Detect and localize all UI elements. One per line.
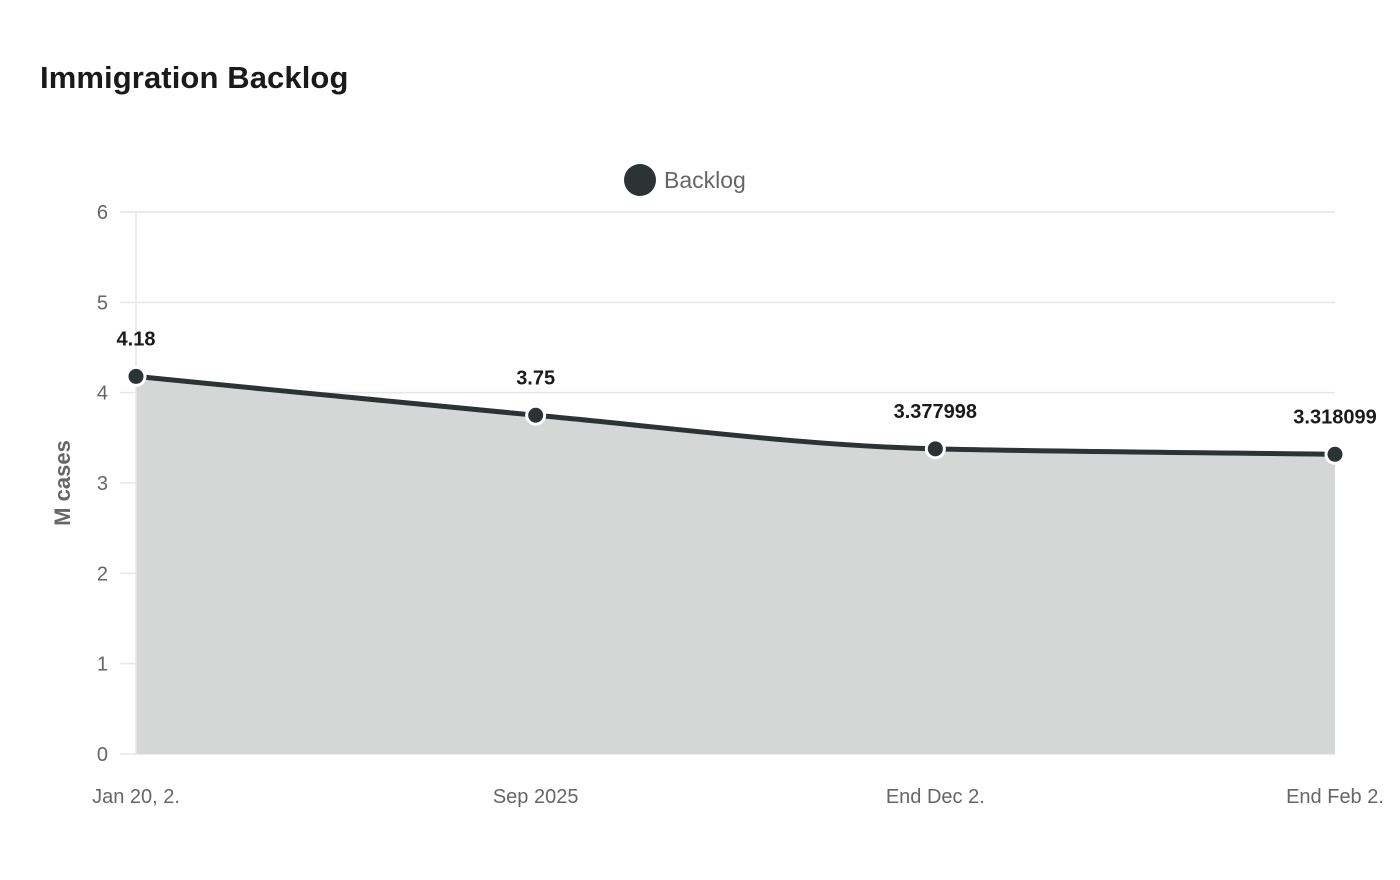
backlog-area-fill (136, 376, 1335, 754)
y-tick-label: 0 (97, 744, 108, 766)
legend-swatch (624, 164, 656, 196)
axes: 0 1 2 3 4 5 6 M cases Jan 20, 2. Sep 2025 End Dec … (50, 202, 1384, 808)
y-axis-title: M cases (50, 440, 75, 526)
data-point[interactable] (1324, 443, 1346, 465)
x-tick-label: End Dec 2. (886, 786, 985, 808)
backlog-series-line (133, 373, 1338, 457)
data-value-label: 4.18 (117, 328, 156, 350)
data-point[interactable] (525, 404, 547, 426)
y-tick-label: 1 (97, 654, 108, 676)
data-value-label: 3.318099 (1293, 406, 1376, 428)
data-value-label: 3.75 (516, 367, 555, 389)
y-tick-label: 6 (97, 202, 108, 224)
x-tick-label: End Feb 2. (1286, 786, 1384, 808)
y-tick-label: 3 (97, 473, 108, 495)
legend[interactable]: Backlog (624, 164, 746, 196)
data-markers (125, 365, 1346, 465)
y-tick-label: 2 (97, 563, 108, 585)
data-labels: 4.18 3.75 3.377998 3.318099 (117, 328, 1377, 428)
chart-title: Immigration Backlog (40, 60, 349, 95)
x-tick-label: Sep 2025 (493, 786, 579, 808)
data-value-label: 3.377998 (894, 401, 977, 423)
y-tick-label: 4 (97, 383, 108, 405)
y-tick-label: 5 (97, 292, 108, 314)
area-layer (133, 373, 1338, 754)
x-tick-label: Jan 20, 2. (92, 786, 180, 808)
legend-label: Backlog (664, 167, 746, 193)
data-point[interactable] (125, 365, 147, 387)
data-point[interactable] (924, 438, 946, 460)
